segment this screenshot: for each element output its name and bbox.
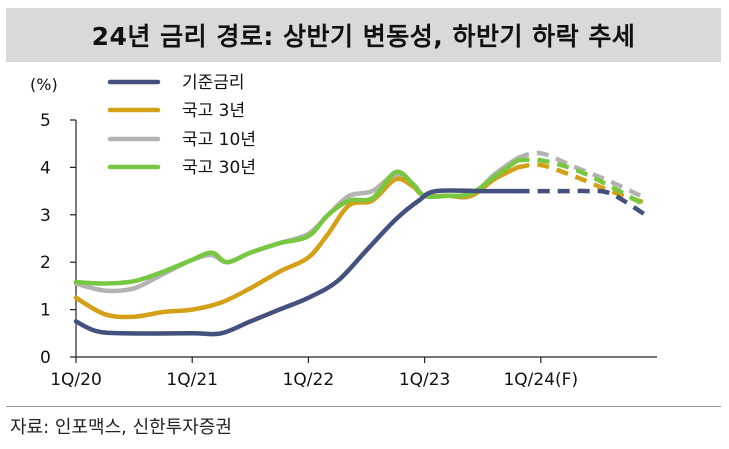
source-divider — [6, 406, 721, 407]
y-axis-unit-label: (%) — [30, 75, 58, 94]
y-tick-label: 2 — [40, 253, 51, 273]
y-tick-label: 5 — [40, 111, 51, 131]
x-tick-label: 1Q/24(F) — [503, 370, 578, 390]
source-note: 자료: 인포맥스, 신한투자증권 — [10, 417, 232, 438]
chart-title: 24년 금리 경로: 상반기 변동성, 하반기 하락 추세 — [91, 22, 636, 51]
x-tick-label: 1Q/22 — [283, 370, 335, 390]
legend-label-0: 기준금리 — [182, 73, 245, 93]
x-tick-label: 1Q/20 — [50, 370, 102, 390]
x-tick-label: 1Q/21 — [166, 370, 218, 390]
title-bar: 24년 금리 경로: 상반기 변동성, 하반기 하락 추세 — [6, 8, 721, 62]
y-tick-label: 4 — [40, 158, 51, 178]
x-tick-label: 1Q/23 — [399, 370, 451, 390]
legend-label-2: 국고 10년 — [182, 130, 256, 150]
legend-label-3: 국고 30년 — [182, 158, 256, 178]
series-3-forecast-line — [517, 157, 647, 208]
y-tick-label: 3 — [40, 206, 51, 226]
series-2-forecast-line — [516, 150, 647, 201]
legend-label-1: 국고 3년 — [182, 101, 245, 121]
y-tick-label: 0 — [40, 348, 51, 368]
series-0-line — [73, 188, 520, 337]
series-2-line — [73, 155, 520, 294]
series-0-forecast-line — [517, 188, 647, 217]
y-tick-label: 1 — [40, 301, 51, 321]
series-1-forecast-line — [517, 162, 647, 206]
series-3-line — [73, 158, 520, 286]
